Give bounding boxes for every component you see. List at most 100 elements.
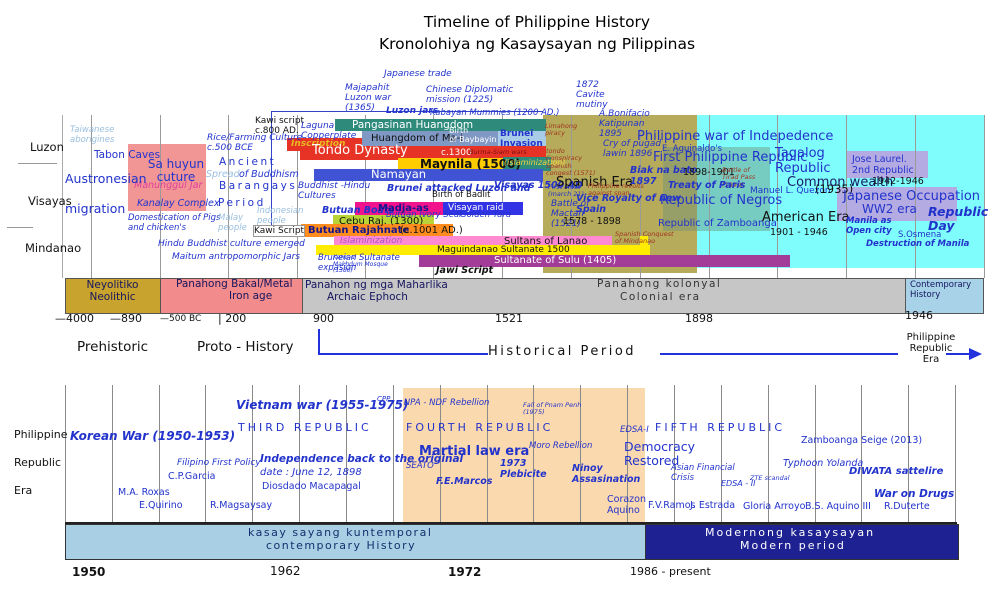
row-label-republic: Republic <box>14 456 62 469</box>
third-republic: THIRD REPUBLIC <box>238 421 372 434</box>
bottom-gridlines-13 <box>674 385 675 522</box>
commonwealth: Common wealth <box>787 175 894 190</box>
of-buddhism: of Buddhism <box>239 169 299 180</box>
huangdom-ma-i-text: Huangdom of Ma-i <box>371 133 464 144</box>
row-dash-1 <box>18 163 57 164</box>
moro-rebellion: Moro Rebellion <box>529 441 593 451</box>
bar-brunei-invasion <box>498 131 546 146</box>
cpp: CPP <box>377 395 391 403</box>
tondo-c1300: c.1300 <box>441 148 472 158</box>
independence-note-2: date : June 12, 1898 <box>260 467 362 478</box>
bottom-gridlines-16 <box>815 385 816 522</box>
top-gridlines-8 <box>640 115 641 278</box>
birth-of-baybayin: Birth of Baybayin <box>449 126 497 144</box>
top-gridlines-6 <box>502 115 503 278</box>
japanese-occupation: Japanese Occupation <box>843 189 981 204</box>
top-gridlines-3 <box>297 115 298 278</box>
biak-na-bato: Biak na bato 1897 <box>630 165 698 187</box>
tick-minus-890: —890 <box>110 312 142 325</box>
corazon-aquino: Corazon Aquino <box>607 494 646 516</box>
bottom-gridlines-9 <box>487 385 488 522</box>
cry-pugad-lawin: Cry of pugad lawin 1896 <box>603 139 662 160</box>
butuan-ivory-seal: Butuan Ivory Seal <box>386 210 462 220</box>
period-historical: Historical Period <box>488 344 637 359</box>
war-of-independence: Philippine war of Indepedence <box>637 129 834 144</box>
pangasinan-huangdom-text: Pangasinan Huangdom <box>352 119 474 131</box>
bg-martial-law-peach <box>403 388 645 522</box>
ancient: Ancient <box>219 156 277 168</box>
era-maharlika-text-2: Archaic Ephoch <box>327 291 408 303</box>
butuan-year: (c.1001 AD.) <box>400 225 463 236</box>
historical-period-line <box>660 353 898 355</box>
tick-1972: 1972 <box>448 565 482 579</box>
sultans-lanao-text: Sultans of Lanao <box>504 236 588 247</box>
bottom-gridlines-11 <box>580 385 581 522</box>
era-kuntemporal-text-1: kasay sayang kuntemporal <box>248 526 433 539</box>
quirino: E.Quirino <box>139 500 183 511</box>
estrada: J. Estrada <box>690 500 736 511</box>
manila-open-city: Manila as Open city <box>846 216 892 236</box>
bar-maynila <box>398 158 503 171</box>
years-1898-1901: 1898-1901 <box>683 167 735 178</box>
philippine-revolts: Philippine revolts against span <box>588 182 644 198</box>
era-neolithic-text: Neyolitiko Neolithic <box>86 279 139 303</box>
majapahit-luzon-war: Majapahit Luzon war (1365) <box>345 83 392 114</box>
era-contemporary-text: Contemporary History <box>910 280 972 300</box>
cavite-mutiny: 1872 Cavite mutiny <box>576 80 608 111</box>
year-1935: (1935) <box>815 182 854 196</box>
bottom-gridlines-10 <box>533 385 534 522</box>
spanish-era: Spanish Era <box>556 175 633 190</box>
seato: SEATO <box>406 461 434 471</box>
jose-laurel-2nd-republic: Jose Laurel. 2nd Republic <box>852 154 914 176</box>
laguna-copperplate: Laguna Copperplate <box>301 121 357 142</box>
bg-second-republic-purple <box>846 151 928 178</box>
tagalog-republic: Tagalog Republic <box>775 146 831 176</box>
bar-maguindanao-remnant <box>640 236 648 255</box>
golden-tara: Golden Tara <box>460 210 512 220</box>
tick-1898: 1898 <box>685 312 713 325</box>
treaty-of-paris: Treaty of Paris <box>668 180 746 191</box>
ww2-era: WW2 era <box>862 202 917 216</box>
era-iron-age <box>160 278 304 314</box>
right-arrow-icon <box>969 348 982 360</box>
era-neolithic <box>65 278 162 314</box>
row-label-luzon: Luzon <box>30 140 64 154</box>
cebu-raj-text: Cebu Raj. (1300) <box>339 216 424 227</box>
independence-note-1: Independence back to the original <box>260 453 464 465</box>
row-label-visayas: Visayas <box>28 194 72 208</box>
page-title: Timeline of Philippine History Kronolohi… <box>287 12 787 55</box>
islaminization-yellow: (islaminization) <box>504 158 566 167</box>
tondo-conspiracy: tondo Conspiracy Spanish congest (1571) <box>546 147 596 177</box>
republic-of-zamboanga: Republic of Zamboanga <box>658 218 777 229</box>
zte-scandal: ZTE scandal <box>750 474 790 482</box>
bottom-gridlines-2 <box>159 385 160 522</box>
buddhist-hindu-cultures: Buddhist -Hindu Cultures <box>298 181 371 202</box>
vice-royalty: Vice Royalty of new Spain <box>576 193 682 215</box>
gloria-arroyo: Gloria Arroyo <box>743 501 806 512</box>
visayan-raid-text: Visayan raid <box>448 203 504 213</box>
jawi-script: Jawi Script <box>436 265 494 276</box>
manunggul-jar: Manunggul Jar <box>134 180 203 191</box>
row-label-philippine: Philippine <box>14 428 68 441</box>
butuan-rajahnate-text: Butuan Rajahnate <box>308 225 410 236</box>
butuan-boats: Butuan Boats <box>322 205 395 216</box>
destruction-of-manila: Destruction of Manila <box>866 239 970 249</box>
period-proto-history: Proto - History <box>197 339 294 355</box>
era-iron-text-1: Panahong Bakal/Metal <box>176 278 293 290</box>
bg-japanese-occupation-purple <box>837 187 957 221</box>
fourth-republic: FOURTH REPUBLIC <box>406 421 554 434</box>
row-label-era: Era <box>14 484 33 497</box>
democracy-restored: Democracy Restored <box>624 439 696 468</box>
top-gridlines-12 <box>915 115 916 278</box>
luzon-jars: Luzon jars <box>386 106 439 116</box>
bottom-gridlines-0 <box>65 385 66 522</box>
top-gridlines-1 <box>160 115 161 278</box>
tick-minus-500bc: —500 BC <box>160 314 202 324</box>
rebellion: Rebellion <box>450 398 490 408</box>
era-iron-text-2: Iron age <box>229 290 273 302</box>
rice-farming-culture: Rice/Farming Culture c.500 BCE <box>207 133 303 154</box>
edsa-1: EDSA-I <box>620 425 649 435</box>
kanalay-complex: Kanalay Complex <box>137 198 220 209</box>
bottom-gridlines-5 <box>299 385 300 522</box>
